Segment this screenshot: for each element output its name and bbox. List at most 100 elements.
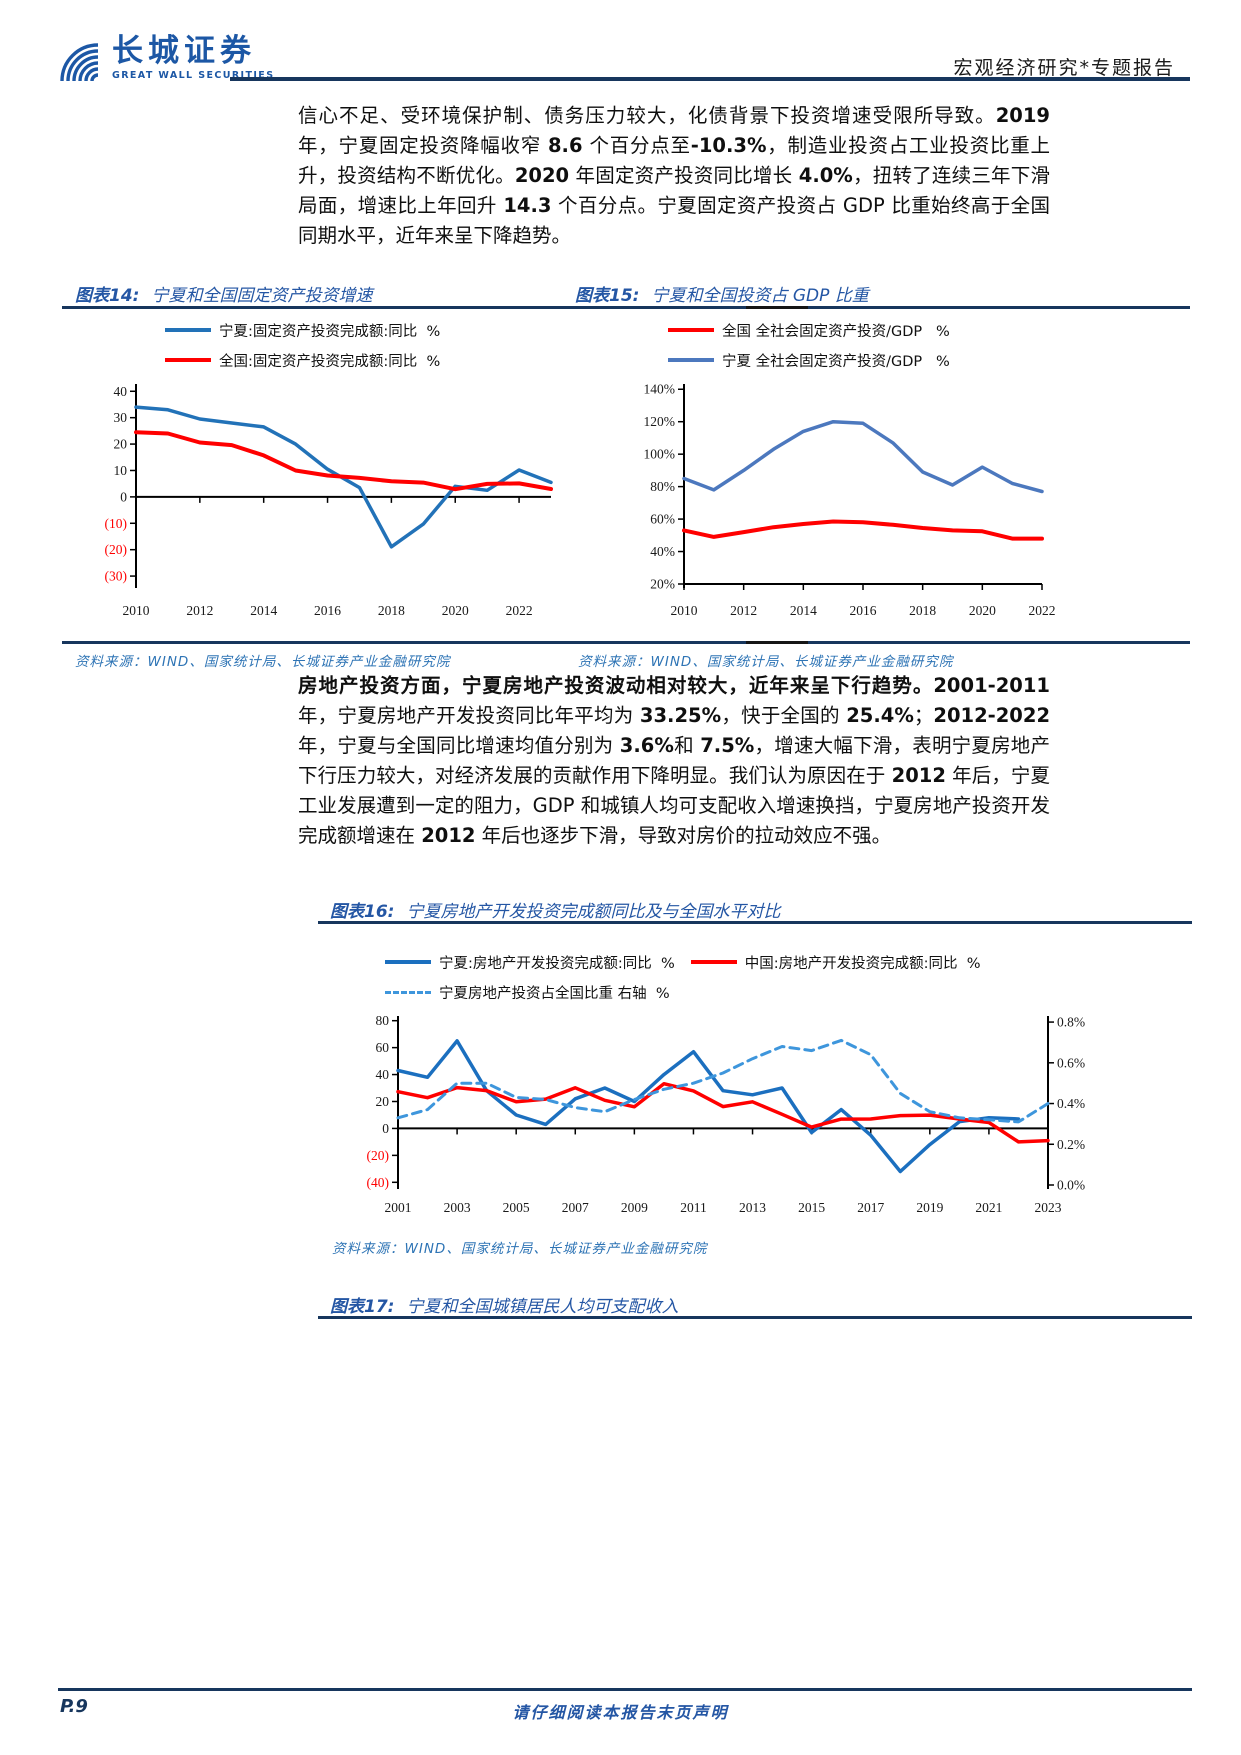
- figure16-title: 宁夏房地产开发投资完成额同比及与全国水平对比: [406, 902, 781, 922]
- figure14-source-note: 资料来源：WIND、国家统计局、长城证券产业金融研究院: [75, 654, 451, 670]
- report-type-label: 宏观经济研究*专题报告: [953, 57, 1175, 79]
- svg-text:20: 20: [376, 1094, 390, 1109]
- svg-text:20%: 20%: [650, 577, 675, 592]
- line-sample-icon: [385, 960, 431, 964]
- figure16-number: 图表16:: [330, 902, 395, 922]
- legend-item: 中国:房地产开发投资完成额:同比 %: [690, 952, 981, 973]
- svg-text:(30): (30): [105, 569, 128, 584]
- caption-rule: [62, 306, 1190, 309]
- legend-label: 宁夏 全社会固定资产投资/GDP %: [722, 353, 950, 370]
- legend-label: 宁夏房地产投资占全国比重 右轴 %: [439, 985, 670, 1002]
- legend-label: 全国 全社会固定资产投资/GDP %: [722, 323, 950, 340]
- svg-text:2020: 2020: [442, 603, 469, 618]
- svg-text:60: 60: [376, 1040, 390, 1055]
- svg-text:0.6%: 0.6%: [1057, 1055, 1085, 1070]
- logo-text: 长城证券 GREAT WALL SECURITIES: [112, 34, 274, 81]
- legend-item: 宁夏:房地产开发投资完成额:同比 %: [385, 952, 675, 973]
- logo-name-en: GREAT WALL SECURITIES: [112, 70, 275, 81]
- svg-text:(20): (20): [367, 1148, 390, 1163]
- line-sample-icon: [165, 328, 211, 332]
- source-rule-divider: [746, 641, 808, 644]
- svg-text:2023: 2023: [1035, 1200, 1062, 1215]
- svg-text:2021: 2021: [975, 1200, 1002, 1215]
- figure17-caption: 图表17: 宁夏和全国城镇居民人均可支配收入: [330, 1292, 678, 1317]
- svg-text:80: 80: [376, 1013, 390, 1028]
- svg-text:0: 0: [120, 489, 127, 504]
- legend-item: 宁夏房地产投资占全国比重 右轴 %: [385, 982, 670, 1003]
- legend-label: 宁夏:固定资产投资完成额:同比 %: [219, 323, 441, 340]
- figure15-number: 图表15:: [575, 286, 640, 306]
- svg-text:60%: 60%: [650, 512, 675, 527]
- figure17-title: 宁夏和全国城镇居民人均可支配收入: [406, 1297, 679, 1317]
- logo-name-cn: 长城证券: [112, 33, 256, 69]
- svg-text:10: 10: [114, 463, 128, 478]
- svg-text:2015: 2015: [798, 1200, 825, 1215]
- svg-text:2011: 2011: [680, 1200, 707, 1215]
- line-sample-icon: [690, 960, 737, 964]
- figure17-number: 图表17:: [330, 1297, 395, 1317]
- dashed-line-sample-icon: [385, 990, 431, 994]
- figure15-chart: 140% 120% 100% 80% 60% 40% 20% 2010 2012 2014 2016…: [644, 382, 1056, 618]
- svg-text:2017: 2017: [857, 1200, 884, 1215]
- line-sample-icon: [668, 358, 714, 362]
- svg-text:2022: 2022: [506, 603, 533, 618]
- svg-text:2009: 2009: [621, 1200, 648, 1215]
- svg-text:(20): (20): [105, 542, 128, 557]
- svg-text:0: 0: [382, 1121, 389, 1136]
- header-rule: [230, 77, 1190, 81]
- svg-text:2012: 2012: [730, 603, 757, 618]
- svg-text:0.2%: 0.2%: [1057, 1137, 1085, 1152]
- svg-text:2013: 2013: [739, 1200, 766, 1215]
- svg-text:2012: 2012: [186, 603, 213, 618]
- figure15-legend: 全国 全社会固定资产投资/GDP % 宁夏 全社会固定资产投资/GDP %: [668, 315, 966, 375]
- great-wall-logo-icon: [56, 34, 104, 88]
- svg-text:(10): (10): [105, 516, 128, 531]
- legend-item: 全国 全社会固定资产投资/GDP %: [668, 320, 950, 341]
- figure15-source-note: 资料来源：WIND、国家统计局、长城证券产业金融研究院: [578, 654, 954, 670]
- svg-text:2020: 2020: [969, 603, 996, 618]
- figure15-title: 宁夏和全国投资占 GDP 比重: [651, 286, 869, 306]
- figure14-title: 宁夏和全国固定资产投资增速: [151, 286, 373, 306]
- figure17-caption-rule: [318, 1316, 1192, 1319]
- svg-text:2016: 2016: [314, 603, 341, 618]
- line-sample-icon: [668, 328, 714, 332]
- figure16-caption: 图表16: 宁夏房地产开发投资完成额同比及与全国水平对比: [330, 897, 780, 922]
- figure16-caption-rule: [318, 921, 1192, 924]
- line-sample-icon: [165, 358, 211, 362]
- source-rule: [62, 641, 1190, 644]
- legend-label: 宁夏:房地产开发投资完成额:同比 %: [439, 955, 675, 972]
- paragraph-real-estate: 房地产投资方面，宁夏房地产投资波动相对较大，近年来呈下行趋势。2001-2011…: [298, 674, 1051, 847]
- svg-text:140%: 140%: [644, 382, 676, 397]
- figure16-chart: 80 60 40 20 0 (20) (40) 0.8% 0.6% 0.4% 0.2% 0.0% 200…: [367, 1013, 1086, 1215]
- figure14-number: 图表14:: [75, 286, 140, 306]
- svg-text:2018: 2018: [378, 603, 405, 618]
- svg-text:0.4%: 0.4%: [1057, 1096, 1085, 1111]
- figure14-caption: 图表14: 宁夏和全国固定资产投资增速: [75, 281, 372, 306]
- svg-text:2018: 2018: [909, 603, 936, 618]
- footer-rule: [58, 1688, 1192, 1691]
- svg-text:2022: 2022: [1029, 603, 1056, 618]
- svg-text:120%: 120%: [644, 414, 676, 429]
- caption-rule-divider: [746, 306, 808, 309]
- svg-text:40: 40: [114, 384, 128, 399]
- svg-text:(40): (40): [367, 1175, 390, 1190]
- figure14-legend: 宁夏:固定资产投资完成额:同比 % 全国:固定资产投资完成额:同比 %: [165, 315, 456, 375]
- svg-text:2014: 2014: [790, 603, 817, 618]
- svg-text:0.8%: 0.8%: [1057, 1015, 1085, 1030]
- svg-text:2003: 2003: [444, 1200, 471, 1215]
- svg-text:2010: 2010: [123, 603, 150, 618]
- svg-text:30: 30: [114, 410, 128, 425]
- svg-text:2014: 2014: [250, 603, 277, 618]
- svg-text:2016: 2016: [850, 603, 877, 618]
- figure16-source-note: 资料来源：WIND、国家统计局、长城证券产业金融研究院: [332, 1241, 708, 1257]
- legend-item: 宁夏:固定资产投资完成额:同比 %: [165, 320, 440, 341]
- paragraph-fixed-investment: 信心不足、受环境保护制、债务压力较大，化债背景下投资增速受限所导致。2019 年…: [298, 104, 1050, 247]
- figure15-caption: 图表15: 宁夏和全国投资占 GDP 比重: [575, 281, 869, 306]
- svg-text:40: 40: [376, 1067, 390, 1082]
- footer-disclaimer: 请仔细阅读本报告末页声明: [512, 1703, 729, 1722]
- svg-text:2005: 2005: [503, 1200, 530, 1215]
- svg-text:2019: 2019: [916, 1200, 943, 1215]
- legend-item: 全国:固定资产投资完成额:同比 %: [165, 350, 440, 371]
